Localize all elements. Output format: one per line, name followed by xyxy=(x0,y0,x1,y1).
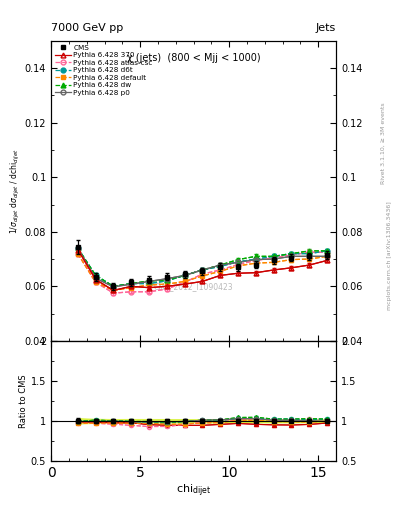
Y-axis label: 1/$\sigma_{dijet}$ d$\sigma_{dijet}$ / dchi$_{dijet}$: 1/$\sigma_{dijet}$ d$\sigma_{dijet}$ / d… xyxy=(9,148,22,234)
Text: mcplots.cern.ch [arXiv:1306.3436]: mcplots.cern.ch [arXiv:1306.3436] xyxy=(387,202,392,310)
Y-axis label: Ratio to CMS: Ratio to CMS xyxy=(19,374,28,428)
Legend: CMS, Pythia 6.428 370, Pythia 6.428 atlas-csc, Pythia 6.428 d6t, Pythia 6.428 de: CMS, Pythia 6.428 370, Pythia 6.428 atla… xyxy=(55,45,153,96)
X-axis label: chi$_{\mathregular{dijet}}$: chi$_{\mathregular{dijet}}$ xyxy=(176,482,211,499)
Text: Jets: Jets xyxy=(316,23,336,33)
Text: Rivet 3.1.10, ≥ 3M events: Rivet 3.1.10, ≥ 3M events xyxy=(381,102,386,184)
Text: 7000 GeV pp: 7000 GeV pp xyxy=(51,23,123,33)
Text: CMS_2012_I1090423: CMS_2012_I1090423 xyxy=(154,282,233,291)
Text: χ (jets)  (800 < Mjj < 1000): χ (jets) (800 < Mjj < 1000) xyxy=(127,53,261,63)
